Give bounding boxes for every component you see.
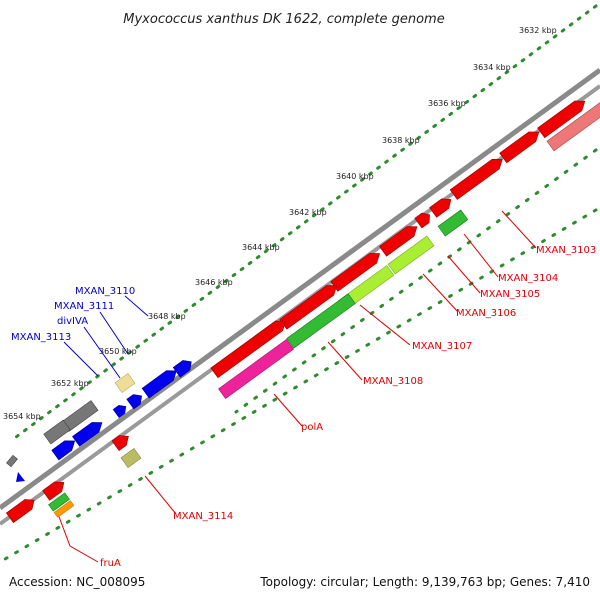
dotted-guide-tracks (0, 4, 598, 564)
gene-labels: MXAN_3110 MXAN_3111 divIVA MXAN_3113 MXA… (11, 245, 596, 569)
gene-track (5, 100, 600, 524)
middle-dotted-track (234, 148, 598, 414)
gene-arrow-red (5, 499, 35, 524)
tick-label: 3644 kbp (242, 243, 280, 252)
gene-box-khaki-light (114, 373, 136, 393)
gene-label: MXAN_3111 (54, 301, 114, 312)
gene-box-green (48, 492, 70, 512)
gene-arrow-blue (51, 440, 76, 461)
gene-label: MXAN_3106 (456, 308, 516, 319)
gene-arrow-red (210, 320, 287, 379)
gene-arrow-blue (126, 394, 143, 410)
tick-label: 3654 kbp (3, 412, 41, 421)
label-connectors (57, 210, 537, 563)
tick-label: 3632 kbp (519, 26, 557, 35)
gene-arrow-red (449, 158, 503, 200)
gene-arrow-blue (112, 405, 127, 418)
gene-arrow-red (42, 481, 65, 501)
gene-label: MXAN_3105 (480, 289, 540, 300)
gene-label: MXAN_3108 (363, 376, 423, 387)
gene-label: MXAN_3110 (75, 286, 135, 297)
genome-summary-text: Topology: circular; Length: 9,139,763 bp… (259, 575, 590, 589)
inner-dotted-track (0, 208, 598, 564)
gene-arrow-blue (172, 360, 192, 378)
tick-label: 3634 kbp (473, 63, 511, 72)
gene-arrow-blue (141, 370, 177, 399)
gene-arrow-blue (16, 472, 25, 482)
gene-box-magenta (218, 339, 294, 399)
gene-label: MXAN_3103 (536, 245, 596, 256)
gene-arrow-red (111, 435, 129, 451)
gene-arrow-red (499, 131, 540, 164)
tick-label: 3636 kbp (428, 99, 466, 108)
tick-label: 3650 kbp (99, 347, 137, 356)
tick-label: 3638 kbp (382, 136, 420, 145)
tick-label: 3646 kbp (195, 278, 233, 287)
genome-title: Myxococcus xanthus DK 1622, complete gen… (123, 12, 444, 27)
gene-box-green (286, 293, 356, 349)
gene-arrow-red (414, 212, 430, 229)
tick-label: 3648 kbp (148, 312, 186, 321)
gene-label: MXAN_3107 (412, 341, 472, 352)
gene-arrow-red (537, 100, 586, 139)
tick-label: 3642 kbp (289, 208, 327, 217)
gene-arrow-red (429, 198, 452, 218)
gene-arrow-red (330, 253, 381, 292)
gene-label: MXAN_3113 (11, 332, 71, 343)
gene-label: MXAN_3114 (173, 511, 233, 522)
outer-dotted-track (10, 4, 598, 442)
gene-arrow-blue (72, 422, 103, 447)
gene-box-khaki (120, 448, 142, 468)
gene-label: polA (301, 422, 323, 433)
gene-arrow-red (279, 285, 338, 330)
gene-box-green (437, 209, 469, 237)
tick-label: 3652 kbp (51, 379, 89, 388)
gene-box-gray (6, 454, 18, 468)
gene-box-orange (53, 500, 75, 518)
tick-label: 3640 kbp (336, 172, 374, 181)
gene-label: divIVA (57, 316, 88, 327)
accession-text: Accession: NC_008095 (9, 575, 145, 589)
gene-label: fruA (100, 558, 121, 569)
gene-label: MXAN_3104 (498, 273, 558, 284)
gene-box-gray (43, 419, 71, 445)
ruler-ticks: 3632 kbp 3634 kbp 3636 kbp 3638 kbp 3640… (3, 26, 557, 421)
gene-box-lime (387, 235, 435, 275)
gene-box-pink-red (546, 100, 600, 152)
gene-arrow-red (379, 226, 418, 257)
